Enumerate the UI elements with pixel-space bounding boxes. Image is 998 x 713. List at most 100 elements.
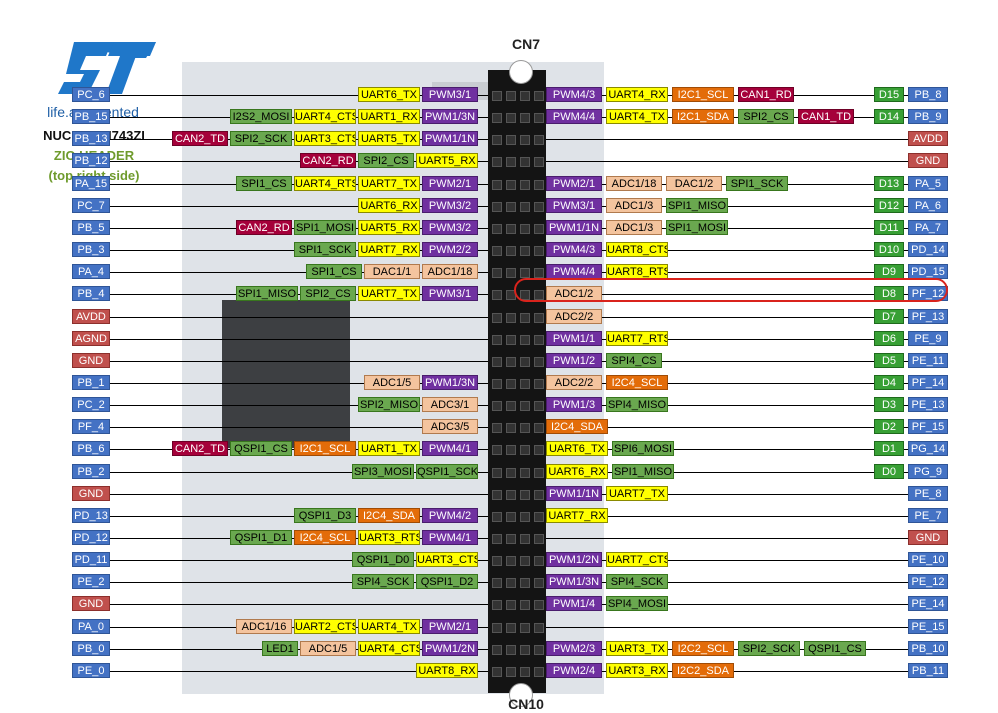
function-label: PWM2/1 [546,176,602,191]
header-pin-dot [534,600,544,610]
header-pin-dot [520,91,530,101]
pin-label: PE_14 [908,596,948,611]
pin-label: PD_15 [908,264,948,279]
function-label: UART6_TX [358,87,420,102]
pin-label: PD_12 [72,530,110,545]
pin-label: PB_10 [908,641,948,656]
header-pin-dot [520,268,530,278]
header-pin-dot [492,645,502,655]
function-label: PWM2/1 [422,176,478,191]
pin-label: PE_2 [72,574,110,589]
header-pin-dot [492,512,502,522]
header-pin-dot [492,313,502,323]
function-label: SPI2_SCK [230,131,292,146]
function-label: ADC3/5 [422,419,478,434]
header-pin-dot [520,202,530,212]
arduino-pin-label: D4 [874,375,904,390]
row-line-right [546,317,908,318]
function-label: PWM1/1N [546,486,602,501]
function-label: DAC1/1 [364,264,420,279]
row-line-left [110,472,488,473]
function-label: SPI4_MOSI [606,596,668,611]
pin-label: PB_6 [72,441,110,456]
function-label: UART4_RX [606,87,668,102]
row-line-right [546,139,908,140]
header-pin-dot [534,91,544,101]
pin-label: PF_15 [908,419,948,434]
function-label: I2C4_SDA [358,508,420,523]
function-label: UART7_RX [358,242,420,257]
row-line-left [110,427,488,428]
function-label: PWM4/3 [546,242,602,257]
header-pin-dot [534,313,544,323]
row-line-left [110,582,488,583]
function-label: SPI1_MISO [236,286,298,301]
row-line-left [110,383,488,384]
row-line-right [546,272,908,273]
function-label: PWM4/3 [546,87,602,102]
row-line-right [546,538,908,539]
header-pin-dot [520,600,530,610]
header-pin-dot [492,91,502,101]
header-pin-dot [520,135,530,145]
function-label: PWM1/3N [422,109,478,124]
function-label: UART7_RX [546,508,608,523]
header-pin-dot [534,202,544,212]
header-pin-dot [506,135,516,145]
arduino-pin-label: D6 [874,331,904,346]
header-pin-dot [520,534,530,544]
header-pin-dot [506,246,516,256]
pin-label: AVDD [908,131,948,146]
function-label: PWM3/2 [422,220,478,235]
header-pin-dot [492,401,502,411]
row-line-left [110,272,488,273]
function-label: CAN2_TD [172,441,228,456]
function-label: SPI4_CS [606,353,662,368]
header-pin-dot [506,512,516,522]
function-label: UART7_TX [606,486,668,501]
function-label: SPI2_CS [358,153,414,168]
function-label: I2C1_SDA [672,109,734,124]
header-pin-dot [534,445,544,455]
mcu-chip [222,300,350,448]
function-label: ADC2/2 [546,309,602,324]
function-label: UART8_CTS [606,242,668,257]
header-pin-dot [506,534,516,544]
row-line-right [546,472,908,473]
function-label: I2C4_SDA [546,419,608,434]
function-label: UART4_TX [606,109,668,124]
function-label: I2C4_SCL [606,375,668,390]
pin-label: PB_5 [72,220,110,235]
pin-label: PB_13 [72,131,110,146]
header-pin-dot [506,202,516,212]
header-pin-dot [520,490,530,500]
arduino-pin-label: D11 [874,220,904,235]
function-label: SPI1_SCK [726,176,788,191]
pin-label: PD_14 [908,242,948,257]
arduino-pin-label: D15 [874,87,904,102]
pin-label: PG_9 [908,464,948,479]
header-pin-dot [534,379,544,389]
header-pin-dot [492,290,502,300]
connector-top-label: CN7 [511,36,540,52]
header-pin-dot [506,401,516,411]
pin-label: PB_8 [908,87,948,102]
header-pin-dot [520,445,530,455]
function-label: PWM1/1N [422,131,478,146]
arduino-pin-label: D0 [874,464,904,479]
header-pin-dot [534,623,544,633]
header-pin-dot [534,423,544,433]
function-label: ADC1/3 [606,220,662,235]
arduino-pin-label: D14 [874,109,904,124]
header-pin-dot [492,667,502,677]
header-pin-dot [492,113,502,123]
row-line-right [546,427,908,428]
function-label: I2S2_MOSI [230,109,292,124]
function-label: PWM4/1 [422,441,478,456]
function-label: QSPI1_CS [804,641,866,656]
function-label: CAN2_TD [172,131,228,146]
header-pin-dot [506,180,516,190]
function-label: PWM3/1 [422,87,478,102]
function-label: SPI6_MOSI [612,441,674,456]
pin-label: GND [72,596,110,611]
